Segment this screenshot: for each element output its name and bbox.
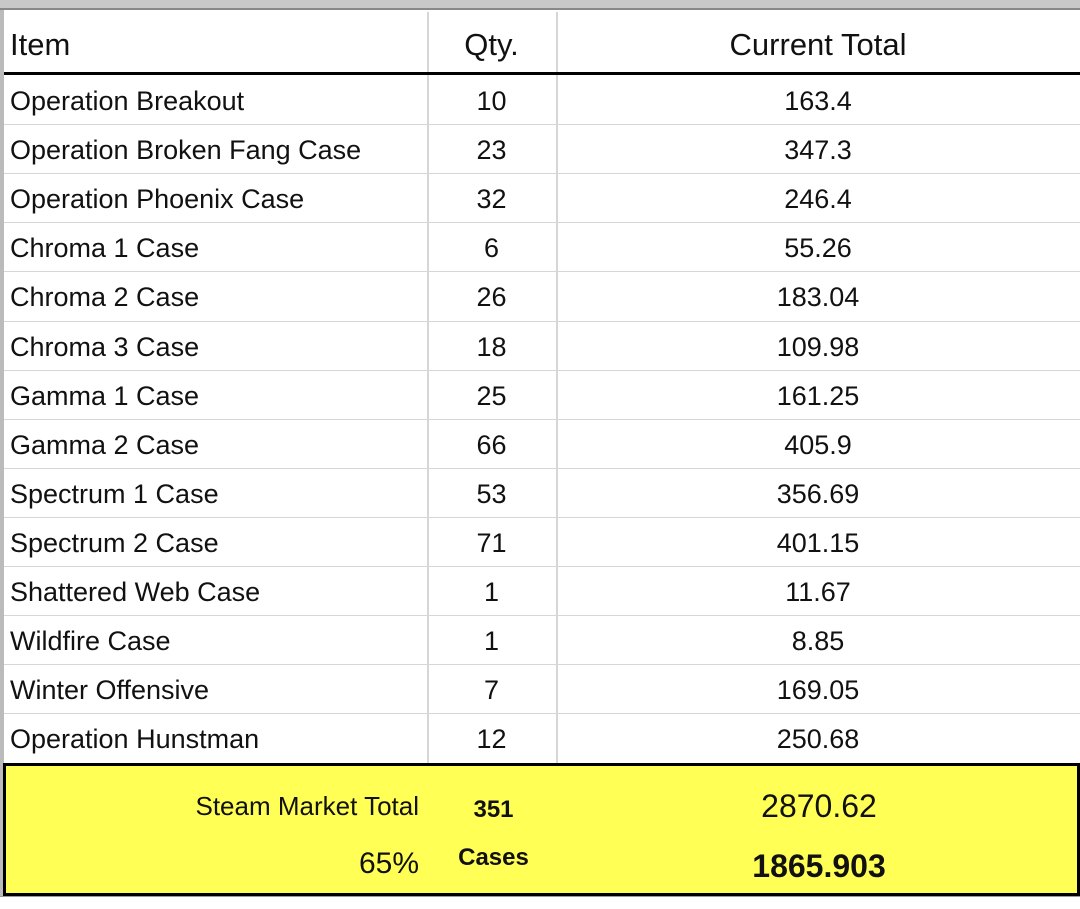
table-cell: 169.05	[776, 675, 860, 706]
table-cell: 246.4	[784, 184, 852, 215]
table-cell: 347.3	[784, 135, 852, 166]
table-cell: 401.15	[776, 527, 860, 558]
row-line	[4, 516, 1080, 518]
summary-label: Steam Market Total	[195, 791, 419, 821]
table-cell: Winter Offensive	[10, 675, 210, 706]
header-cell: Item	[10, 27, 71, 62]
table-cell: 161.25	[776, 380, 860, 411]
table-cell: 356.69	[776, 478, 860, 509]
summary-unit: Cases	[458, 844, 529, 871]
table-cell: Operation Hunstman	[10, 724, 260, 755]
summary-box: Steam Market Total 351 2870.62 65% Cases…	[3, 763, 1080, 896]
row-line	[4, 664, 1080, 666]
row-line	[4, 320, 1080, 322]
table-cell: 12	[476, 724, 507, 755]
table-cell: 25	[476, 380, 507, 411]
row-line	[4, 467, 1080, 469]
table-cell: 6	[483, 233, 500, 264]
table-cell: Shattered Web Case	[10, 577, 261, 607]
table-cell: Spectrum 2 Case	[10, 527, 219, 558]
table-cell: 18	[476, 331, 507, 362]
header-rule	[4, 72, 1080, 75]
table-cell: 8.85	[791, 626, 845, 657]
table-cell: 53	[476, 478, 507, 509]
table-cell: 1	[483, 626, 500, 657]
table-cell: 71	[476, 527, 507, 558]
summary-share: 1865.903	[752, 848, 886, 884]
table-cell: Operation Phoenix Case	[10, 184, 305, 215]
row-line	[4, 369, 1080, 371]
table-cell: 26	[476, 282, 507, 313]
left-border	[0, 10, 4, 909]
table-cell: Gamma 1 Case	[10, 380, 200, 411]
table-cell: 405.9	[784, 429, 852, 460]
table-cell: 10	[476, 86, 507, 116]
column-line	[556, 12, 558, 763]
table-cell: 11.67	[785, 577, 851, 607]
row-line	[4, 271, 1080, 273]
row-line	[4, 713, 1080, 715]
table-cell: 250.68	[776, 724, 860, 755]
table-cell: Chroma 1 Case	[10, 233, 200, 264]
table-cell: 7	[483, 675, 500, 706]
table-cell: 55.26	[784, 233, 852, 264]
table-cell: Chroma 3 Case	[10, 331, 200, 362]
bottom-strip	[0, 896, 1080, 909]
table-cell: 23	[476, 135, 507, 166]
row-line	[4, 418, 1080, 420]
table-cell: 32	[476, 184, 507, 215]
table-cell: 1	[483, 577, 500, 607]
summary-percent: 65%	[358, 847, 419, 880]
table-cell: 183.04	[776, 282, 860, 313]
table-cell: Chroma 2 Case	[10, 282, 200, 313]
row-line	[4, 124, 1080, 126]
table-cell: Gamma 2 Case	[10, 429, 200, 460]
summary-total: 2870.62	[761, 788, 877, 824]
row-line	[4, 173, 1080, 175]
row-line	[4, 566, 1080, 567]
header-cell: Qty.	[464, 27, 519, 62]
table-cell: Operation Broken Fang Case	[10, 135, 362, 166]
row-line	[4, 222, 1080, 224]
top-border	[0, 0, 1080, 10]
row-line	[4, 615, 1080, 617]
column-line	[427, 12, 429, 763]
summary-qty: 351	[473, 796, 514, 823]
table-cell: 163.4	[784, 86, 852, 116]
table-cell: 109.98	[776, 331, 860, 362]
table-cell: Operation Breakout	[10, 86, 245, 116]
table-cell: Spectrum 1 Case	[10, 478, 219, 509]
table-cell: 66	[476, 429, 507, 460]
header-cell: Current Total	[729, 27, 907, 62]
table-cell: Wildfire Case	[10, 626, 171, 657]
